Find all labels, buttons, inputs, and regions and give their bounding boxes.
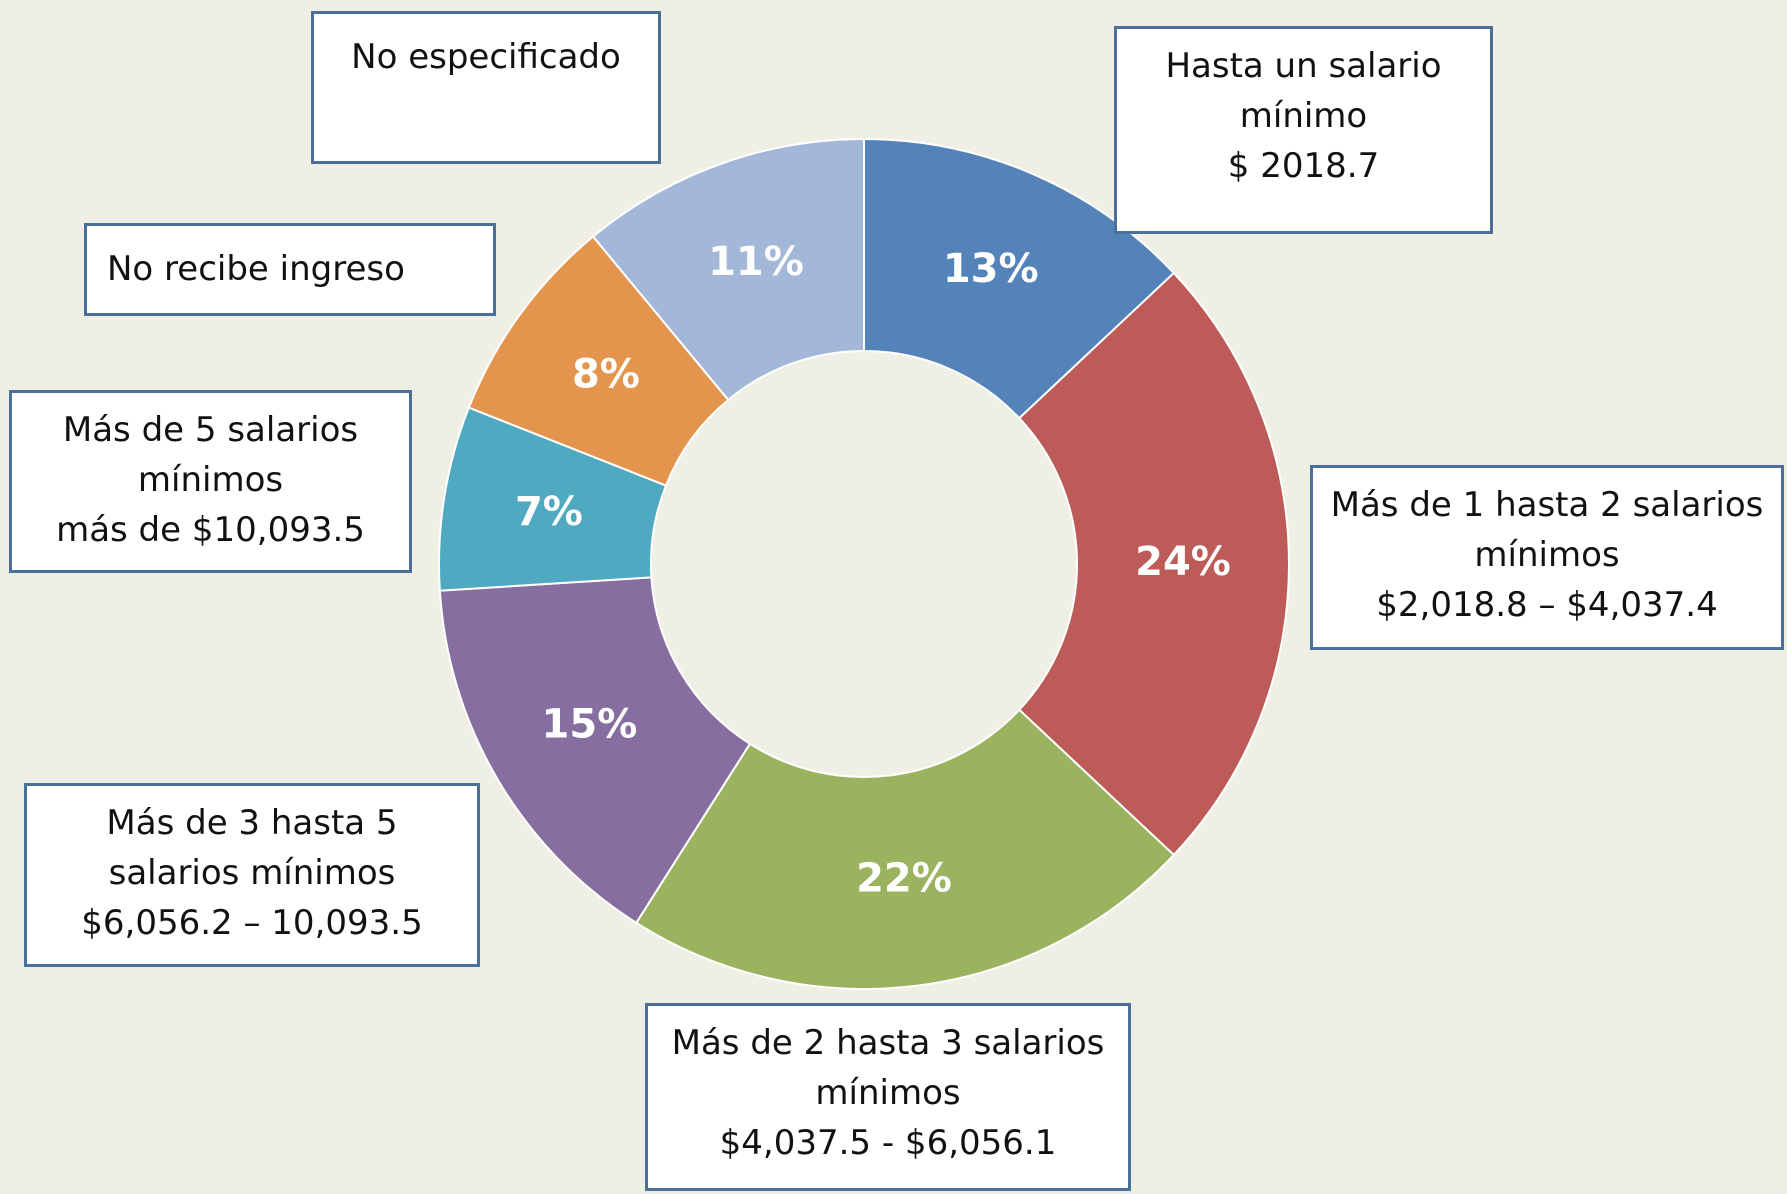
data-label: 8% xyxy=(572,351,640,397)
donut-segment xyxy=(1017,271,1290,857)
data-label: 22% xyxy=(856,855,952,901)
category-label: Más de 3 hasta 5 salarios mínimos $6,056… xyxy=(24,783,480,967)
category-label: Más de 5 salarios mínimos más de $10,093… xyxy=(9,390,412,573)
category-label: Hasta un salario mínimo $ 2018.7 xyxy=(1114,26,1493,234)
data-label: 13% xyxy=(943,246,1039,292)
category-label: Más de 2 hasta 3 salarios mínimos $4,037… xyxy=(645,1003,1131,1191)
data-label: 7% xyxy=(515,489,583,535)
data-label: 15% xyxy=(542,701,638,747)
category-label: Más de 1 hasta 2 salarios mínimos $2,018… xyxy=(1310,465,1784,650)
data-label: 24% xyxy=(1135,539,1231,585)
category-label: No especificado xyxy=(311,11,661,164)
category-label: No recibe ingreso xyxy=(84,223,496,316)
data-label: 11% xyxy=(708,239,804,285)
donut-segment xyxy=(591,137,865,402)
donut-segment xyxy=(863,137,1176,420)
donut-segment xyxy=(634,708,1176,990)
donut-segment xyxy=(438,576,752,925)
